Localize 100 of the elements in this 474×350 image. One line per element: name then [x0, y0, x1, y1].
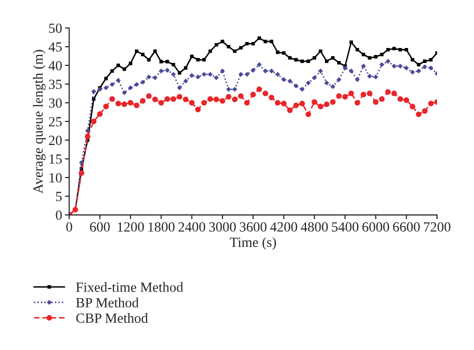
point: [250, 68, 256, 73]
point: [294, 83, 298, 88]
point: [146, 74, 152, 80]
y-axis-title: Average queue length (m): [32, 50, 46, 194]
legend-label: BP Method: [76, 298, 139, 308]
point: [330, 84, 336, 90]
point: [256, 62, 262, 68]
point: [361, 64, 366, 69]
point: [342, 66, 348, 70]
x-tick-label: 1200: [118, 222, 144, 232]
point: [423, 60, 427, 64]
point: [183, 78, 188, 84]
y-tick-label: 20: [48, 136, 62, 146]
point: [116, 78, 121, 83]
point: [258, 36, 261, 40]
point: [196, 58, 200, 62]
point: [166, 60, 170, 64]
x-tick-label: 5400: [332, 222, 358, 232]
point: [214, 43, 218, 47]
point: [251, 42, 255, 46]
point: [262, 68, 268, 74]
point: [244, 72, 250, 77]
point: [153, 49, 157, 53]
point: [245, 42, 249, 46]
point: [177, 85, 182, 90]
x-tick-label: 7200: [424, 222, 450, 232]
point: [398, 64, 403, 69]
point: [190, 54, 194, 58]
x-tick-label: 3600: [240, 222, 266, 232]
point: [122, 67, 126, 71]
point: [306, 80, 311, 86]
point: [214, 75, 219, 80]
point: [294, 58, 298, 62]
y-tick-label: 10: [50, 173, 62, 182]
point: [282, 51, 286, 55]
point: [349, 40, 353, 44]
x-tick-label: 3000: [209, 222, 236, 232]
point: [141, 52, 145, 56]
point: [208, 72, 213, 77]
point: [158, 68, 164, 74]
point: [232, 49, 236, 53]
point: [306, 60, 310, 64]
point: [140, 80, 146, 85]
x-tick-label: 4800: [300, 222, 328, 232]
point: [356, 48, 360, 52]
point: [318, 68, 324, 74]
point: [178, 71, 182, 75]
point: [300, 60, 304, 64]
x-tick-label: 4200: [270, 222, 298, 232]
point: [318, 49, 322, 53]
point: [287, 78, 292, 84]
point: [239, 46, 243, 50]
point: [336, 77, 342, 82]
point: [208, 49, 212, 53]
y-tick-label: 30: [49, 98, 62, 108]
point: [134, 49, 138, 53]
x-axis-title: Time (s): [230, 237, 276, 250]
point: [379, 62, 384, 68]
y-tick-label: 5: [56, 192, 62, 202]
y-tick-label: 35: [49, 80, 62, 90]
point: [362, 52, 366, 56]
point: [232, 86, 238, 92]
point: [147, 58, 151, 62]
point: [170, 72, 176, 77]
point: [91, 89, 96, 94]
x-tick-label: 1800: [148, 222, 175, 232]
point: [348, 68, 354, 74]
point: [422, 64, 428, 70]
point: [410, 70, 415, 75]
point: [134, 82, 140, 87]
x-tick-label: 0: [66, 222, 72, 232]
point: [368, 56, 372, 60]
point: [281, 77, 286, 82]
point: [276, 50, 280, 54]
point: [404, 48, 408, 52]
point: [164, 68, 170, 73]
point: [79, 160, 84, 166]
y-tick-label: 50: [49, 24, 62, 33]
point: [195, 74, 200, 80]
point: [275, 72, 280, 77]
x-tick-label: 600: [90, 222, 110, 232]
point: [226, 86, 232, 92]
legend-label: CBP Method: [76, 313, 148, 323]
point: [312, 56, 316, 60]
x-tick-label: 6600: [393, 222, 420, 232]
point: [300, 86, 305, 92]
point: [202, 58, 206, 62]
point: [416, 68, 422, 74]
point: [110, 82, 115, 87]
point: [220, 40, 224, 44]
point: [367, 74, 372, 79]
point: [392, 46, 396, 50]
point: [392, 64, 397, 69]
point: [324, 60, 328, 64]
point: [172, 62, 176, 66]
point: [386, 48, 390, 52]
point: [220, 68, 225, 74]
y-tick-label: 0: [56, 210, 62, 220]
point: [116, 64, 120, 68]
x-tick-label: 6000: [362, 222, 390, 232]
